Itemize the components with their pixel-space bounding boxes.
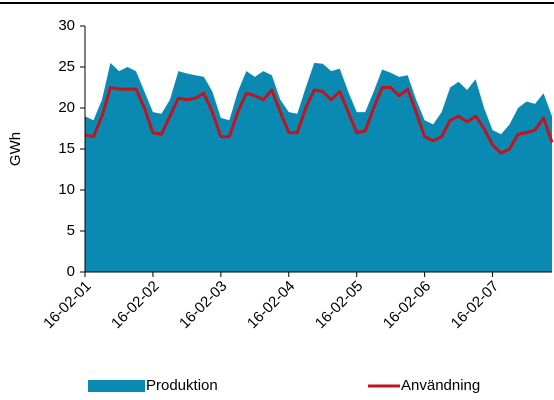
y-tick-label: 0 [67,263,75,280]
x-tick-label: 16-02-01 [40,278,94,332]
y-tick-label: 25 [58,58,75,75]
x-tick-label: 16-02-04 [244,278,298,332]
x-tick-label: 16-02-02 [108,278,162,332]
y-tick-label: 15 [58,140,75,157]
legend-label: Användning [401,377,480,394]
x-tick-label: 16-02-03 [176,278,230,332]
y-tick-label: 20 [58,99,75,116]
legend-label: Produktion [146,377,218,394]
area [85,62,552,273]
legend-swatch [88,380,145,392]
x-tick-label: 16-02-06 [380,278,434,332]
line [84,86,554,155]
y-tick-label: 30 [58,17,75,34]
y-tick-label: 10 [58,181,75,198]
y-axis-label: GWh [7,132,24,166]
x-tick-label: 16-02-07 [448,278,502,332]
x-tick-label: 16-02-05 [312,278,366,332]
y-tick-label: 5 [67,222,75,239]
